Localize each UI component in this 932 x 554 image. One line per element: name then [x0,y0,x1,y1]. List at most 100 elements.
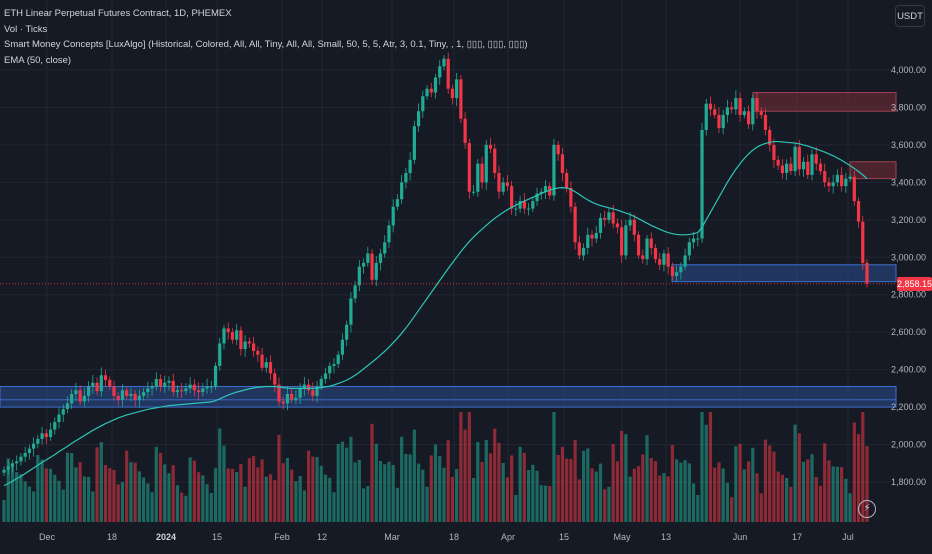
candle-body [133,393,137,400]
volume-bar [569,459,573,522]
candle-body [201,388,205,393]
volume-bar [759,493,763,522]
candle-body [581,247,586,256]
volume-bar [429,455,433,522]
candle-body [433,77,438,93]
candle-body [590,234,594,239]
volume-bar [713,467,717,522]
legend-title[interactable]: ETH Linear Perpetual Futures Contract, 1… [4,8,232,19]
candle-body [598,217,603,233]
legend-ema[interactable]: EMA (50, close) [4,54,72,66]
volume-bar [91,491,95,522]
candle-body [577,242,581,256]
candle-body [522,201,526,209]
candle-body [814,154,818,164]
candle-body [840,174,844,187]
volume-bar [814,477,818,522]
candle-body [70,393,74,404]
volume-bar [844,478,848,522]
volume-bar [852,422,856,522]
volume-bar [171,465,175,522]
candle-body [226,328,230,333]
volume-bar [112,470,116,522]
candle-body [345,324,349,340]
volume-bar [835,466,839,522]
volume-bar [319,465,323,522]
candle-body [666,253,670,267]
volume-bar [78,462,82,522]
candle-body [615,223,620,228]
volume-bar [10,463,15,522]
volume-histogram [2,412,869,522]
volume-bar [349,436,353,522]
volume-bar [560,447,565,522]
volume-bar [670,445,675,522]
volume-bar [383,464,387,522]
volume-bar [15,472,19,522]
candle-body [32,443,36,449]
volume-bar [108,468,112,522]
candle-body [328,365,332,374]
candle-body [408,159,412,173]
volume-bar [36,455,40,522]
candle-body [751,98,755,125]
candle-body [108,379,112,387]
legend-volume[interactable]: Vol · Ticks [4,23,48,35]
candle-body [763,114,768,130]
grid-lines [0,0,890,522]
legend-smc[interactable]: Smart Money Concepts [LuxAlgo] (Historic… [4,39,528,50]
volume-bar [32,491,36,522]
candle-body [801,161,806,170]
currency-button[interactable]: USDT [895,5,925,27]
volume-bar [526,470,531,522]
volume-bar [446,440,450,522]
candle-body [251,343,256,351]
candle-body [277,384,281,402]
volume-bar [590,468,594,522]
candle-body [175,390,180,393]
volume-bar [543,485,548,522]
candle-body [137,395,141,400]
candle-body [476,163,480,192]
candle-body [154,379,158,387]
candle-body [569,187,573,207]
candle-body [429,88,433,93]
volume-bar [400,436,404,522]
candle-body [260,354,264,368]
candle-body [167,380,171,383]
candle-body [649,238,653,248]
volume-bar [366,486,370,522]
volume-bar [518,446,522,522]
volume-bar [196,472,201,522]
candle-body [717,114,721,129]
volume-bar [235,472,239,522]
time-axis[interactable]: Dec 18 2024 15 Feb 12 Mar 18 Apr 15 May 13 Jun 17 Jul [39,532,854,542]
candle-body [395,199,400,207]
volume-bar [306,450,311,522]
price-axis[interactable]: 4,000.00 3,800.00 3,600.00 3,400.00 3,200.00… [891,65,926,487]
candle-body [573,206,577,243]
candle-body [171,380,175,393]
candle-body [349,298,353,325]
volume-bar [556,455,560,522]
candle-body [480,163,484,183]
volume-bar [649,458,653,522]
candle-body [256,350,260,355]
volume-bar [865,446,869,522]
candle-body [725,107,729,115]
lightning-icon[interactable]: ⚡ [858,500,876,518]
volume-bar [103,465,108,522]
price-tick-label: 3,000.00 [891,252,926,262]
volume-bar [23,481,27,522]
volume-bar [510,455,514,522]
volume-bar [810,454,814,522]
volume-bar [433,444,438,522]
candles [2,52,869,477]
price-tick-label: 3,400.00 [891,177,926,187]
candle-body [61,408,65,415]
volume-bar [539,485,543,522]
volume-bar [264,476,268,522]
candle-body [848,176,852,179]
